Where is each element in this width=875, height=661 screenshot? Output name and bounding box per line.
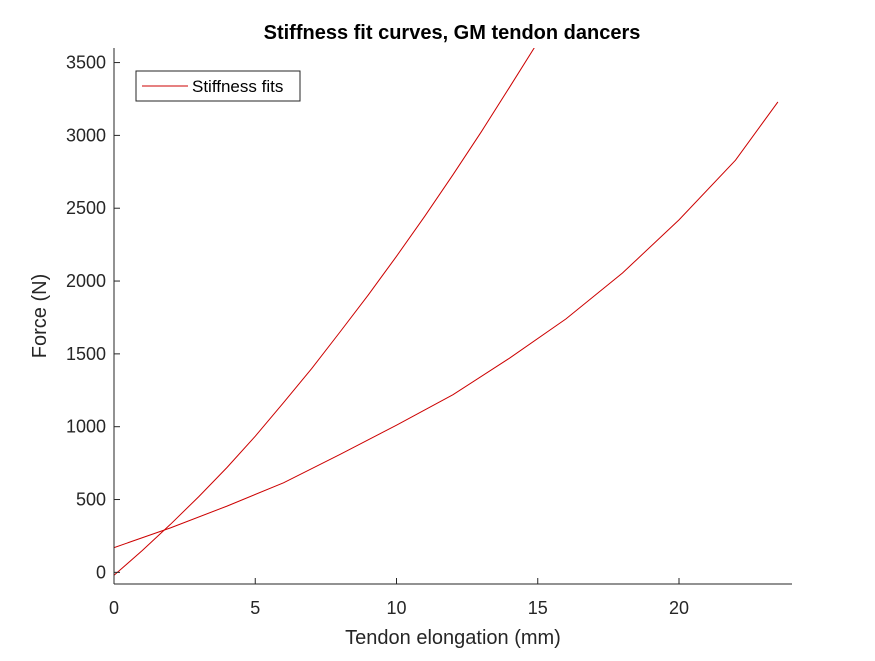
y-tick-label: 1000	[66, 417, 106, 437]
chart-title: Stiffness fit curves, GM tendon dancers	[264, 22, 641, 44]
y-tick-label: 1500	[66, 344, 106, 364]
y-tick-label: 0	[96, 562, 106, 582]
legend-label: Stiffness fits	[192, 77, 283, 96]
series-line-1	[114, 48, 535, 576]
y-tick-label: 3000	[66, 125, 106, 145]
plot-area	[114, 48, 779, 576]
x-axis-title: Tendon elongation (mm)	[345, 627, 561, 649]
y-tick-label: 2500	[66, 198, 106, 218]
x-tick-label: 0	[109, 598, 119, 618]
x-tick-label: 20	[669, 598, 689, 618]
axes: 0 5 10 15 20 0 500 1000 1500 2000 2500 3000 3500	[66, 48, 792, 618]
x-tick-label: 5	[250, 598, 260, 618]
x-tick-label: 15	[528, 598, 548, 618]
y-tick-label: 500	[76, 490, 106, 510]
x-tick-label: 10	[386, 598, 406, 618]
y-tick-label: 2000	[66, 271, 106, 291]
series-line-2	[114, 101, 779, 549]
y-tick-label: 3500	[66, 53, 106, 73]
y-axis-title: Force (N)	[29, 274, 51, 358]
legend-box	[135, 70, 301, 102]
legend[interactable]: Stiffness fits	[135, 70, 301, 102]
